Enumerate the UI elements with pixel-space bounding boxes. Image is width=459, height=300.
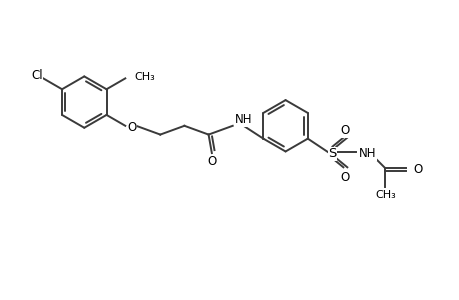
Text: CH₃: CH₃: [374, 190, 395, 200]
Text: NH: NH: [358, 148, 375, 160]
Text: CH₃: CH₃: [134, 72, 155, 82]
Text: O: O: [340, 124, 349, 137]
Text: S: S: [328, 148, 336, 160]
Text: O: O: [207, 155, 216, 169]
Text: O: O: [413, 163, 422, 176]
Text: O: O: [340, 171, 349, 184]
Text: O: O: [127, 121, 136, 134]
Text: Cl: Cl: [31, 69, 43, 82]
Text: NH: NH: [234, 113, 252, 126]
